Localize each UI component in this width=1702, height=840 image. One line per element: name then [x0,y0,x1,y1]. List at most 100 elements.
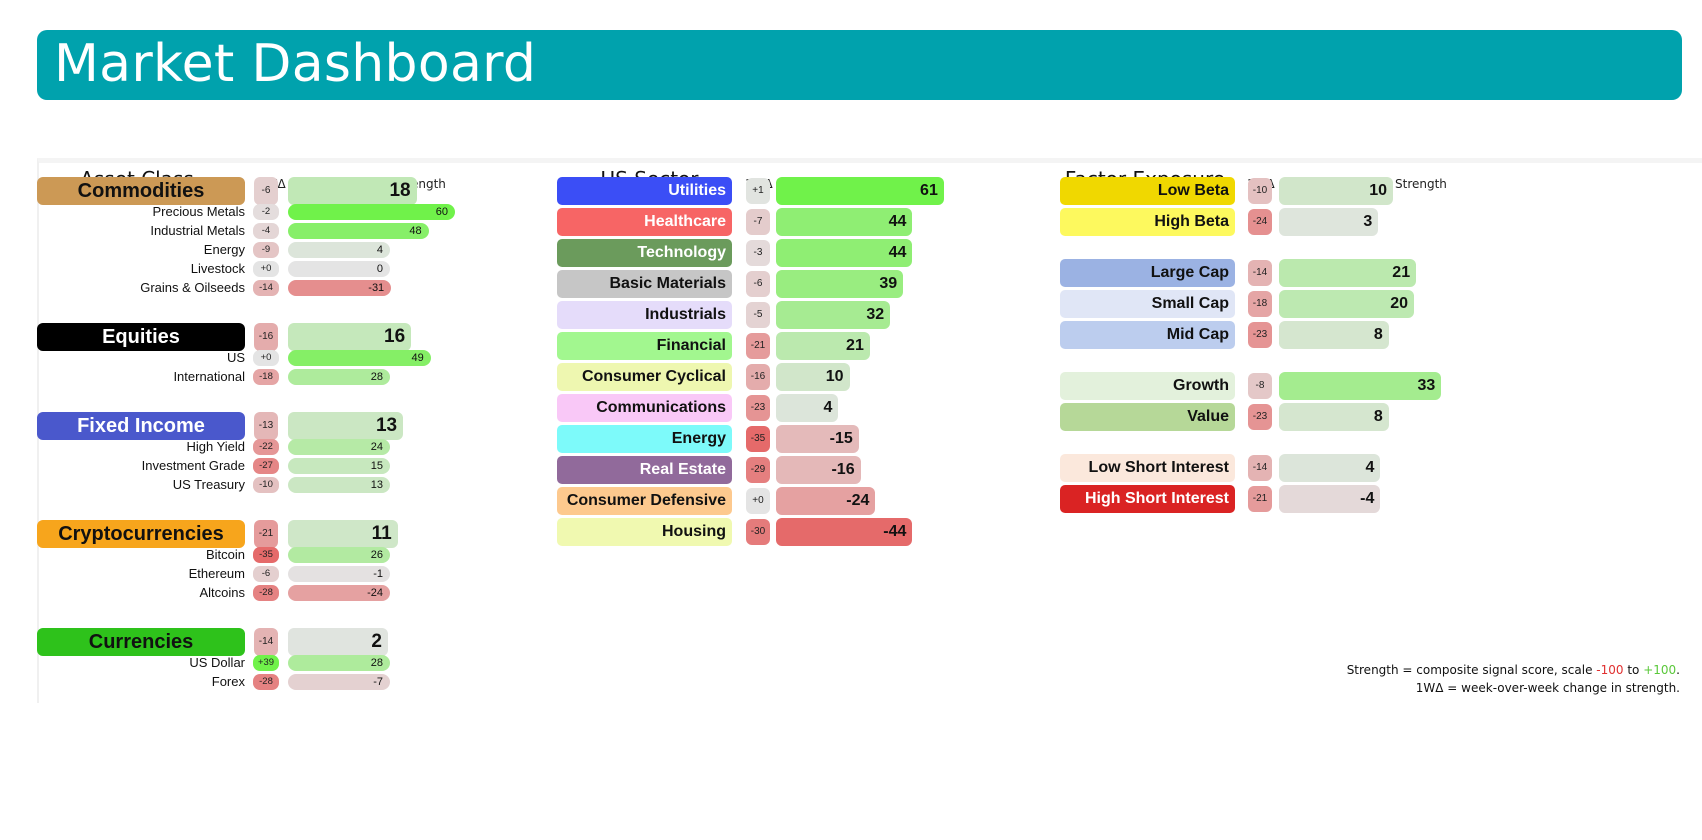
strength-bar: 49 [288,350,431,366]
change-badge: -21 [254,520,278,548]
factor-label-value[interactable]: Value [1060,403,1235,431]
change-badge: -8 [1248,373,1272,399]
change-badge: -14 [253,280,279,296]
strength-bar: 33 [1279,372,1442,400]
factor-label-mid-cap[interactable]: Mid Cap [1060,321,1235,349]
strength-bar: 20 [1279,290,1414,318]
category-label-currencies[interactable]: Currencies [37,628,245,656]
sub-label-industrial-metals: Industrial Metals [150,223,245,238]
sub-label-us: US [226,350,245,365]
strength-bar: 0 [288,261,390,277]
strength-bar: 8 [1279,403,1389,431]
strength-bar: -15 [776,425,859,453]
footnote-text: to [1623,663,1644,677]
change-badge: +0 [253,350,279,366]
strength-bar: 21 [776,332,870,360]
factor-label-high-beta[interactable]: High Beta [1060,208,1235,236]
strength-bar: -7 [288,674,390,690]
strength-bar: 16 [288,323,412,351]
change-badge: -4 [253,223,279,239]
category-label-equities[interactable]: Equities [37,323,245,351]
sector-label-utilities[interactable]: Utilities [557,177,732,205]
strength-bar: 3 [1279,208,1379,236]
strength-bar: -1 [288,566,390,582]
strength-bar: 28 [288,369,390,385]
strength-bar: 60 [288,204,455,220]
page-title: Market Dashboard [54,34,537,94]
sector-label-real-estate[interactable]: Real Estate [557,456,732,484]
strength-bar: 4 [288,242,390,258]
change-badge: -23 [746,395,770,421]
sector-label-housing[interactable]: Housing [557,518,732,546]
change-badge: -16 [254,323,278,351]
sector-label-consumer-defensive[interactable]: Consumer Defensive [557,487,732,515]
change-badge: -14 [1248,260,1272,286]
change-badge: -35 [746,426,770,452]
factor-label-low-beta[interactable]: Low Beta [1060,177,1235,205]
strength-bar: 44 [776,239,913,267]
strength-bar: 26 [288,547,390,563]
sector-label-technology[interactable]: Technology [557,239,732,267]
factor-label-high-short-interest[interactable]: High Short Interest [1060,485,1235,513]
change-badge: -18 [1248,291,1272,317]
change-badge: +1 [746,178,770,204]
strength-bar: 44 [776,208,913,236]
sector-label-energy[interactable]: Energy [557,425,732,453]
sub-label-investment-grade: Investment Grade [141,458,245,473]
sector-label-basic-materials[interactable]: Basic Materials [557,270,732,298]
sub-label-us-dollar: US Dollar [189,655,245,670]
factor-label-growth[interactable]: Growth [1060,372,1235,400]
change-badge: +0 [253,261,279,277]
change-badge: -22 [253,439,279,455]
scale-min: -100 [1596,663,1624,677]
strength-bar: 24 [288,439,390,455]
strength-bar: -44 [776,518,913,546]
strength-bar: 18 [288,177,417,205]
change-badge: -18 [253,369,279,385]
factor-label-large-cap[interactable]: Large Cap [1060,259,1235,287]
change-badge: -21 [1248,486,1272,512]
sector-label-consumer-cyclical[interactable]: Consumer Cyclical [557,363,732,391]
change-badge: -7 [746,209,770,235]
strength-bar: 32 [776,301,891,329]
sector-label-industrials[interactable]: Industrials [557,301,732,329]
strength-bar: -31 [288,280,392,296]
category-label-cryptocurrencies[interactable]: Cryptocurrencies [37,520,245,548]
strength-bar: -24 [288,585,390,601]
sector-label-healthcare[interactable]: Healthcare [557,208,732,236]
factor-label-low-short-interest[interactable]: Low Short Interest [1060,454,1235,482]
factor-label-small-cap[interactable]: Small Cap [1060,290,1235,318]
strength-bar: 2 [288,628,388,656]
strength-bar: 10 [776,363,850,391]
change-badge: -27 [253,458,279,474]
category-label-commodities[interactable]: Commodities [37,177,245,205]
sub-label-high-yield: High Yield [186,439,245,454]
strength-bar: -16 [776,456,861,484]
change-badge: -5 [746,302,770,328]
footnote-line-1: Strength = composite signal score, scale… [1347,661,1680,679]
strength-bar: 21 [1279,259,1417,287]
change-badge: -30 [746,519,770,545]
sub-label-international: International [173,369,245,384]
strength-bar: 4 [1279,454,1381,482]
change-badge: -9 [253,242,279,258]
footnote: Strength = composite signal score, scale… [1347,661,1680,697]
strength-bar: -4 [1279,485,1381,513]
sector-label-financial[interactable]: Financial [557,332,732,360]
category-label-fixed-income[interactable]: Fixed Income [37,412,245,440]
change-badge: -3 [746,240,770,266]
change-badge: +0 [746,488,770,514]
footnote-text: Strength = composite signal score, scale [1346,663,1597,677]
sub-label-ethereum: Ethereum [188,566,245,581]
sub-label-energy: Energy [203,242,245,257]
sub-label-precious-metals: Precious Metals [152,204,245,219]
change-badge: -10 [253,477,279,493]
change-badge: -23 [1248,404,1272,430]
sector-label-communications[interactable]: Communications [557,394,732,422]
strength-bar: 61 [776,177,944,205]
sub-label-grains-oilseeds: Grains & Oilseeds [140,280,245,295]
strength-bar: 48 [288,223,429,239]
strength-bar: 15 [288,458,390,474]
strength-bar: -24 [776,487,876,515]
scale-max: +100 [1643,663,1677,677]
